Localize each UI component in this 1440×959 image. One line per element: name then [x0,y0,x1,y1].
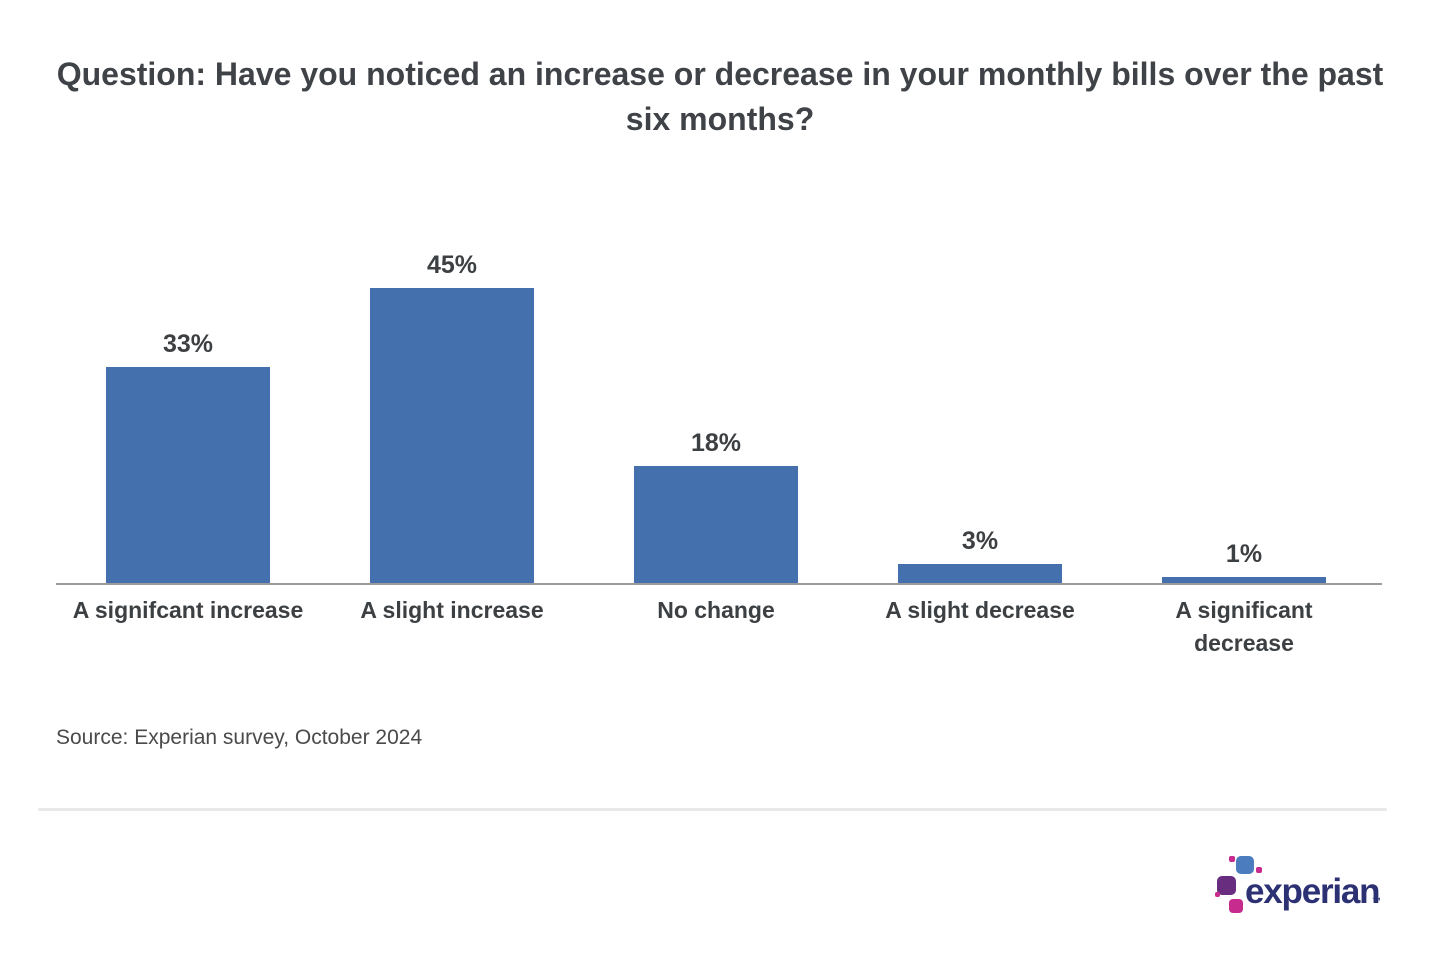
bar [370,288,534,584]
category-label-text: A significant decrease [1175,597,1313,657]
category-label: A significant decrease [1112,594,1376,661]
bar-value-label: 33% [162,330,214,359]
bar [1162,577,1326,584]
category-label: A signifcant increase [72,597,304,623]
bar [106,367,270,584]
bar-value-label: 18% [690,428,742,457]
category-label: A slight decrease [885,597,1075,623]
bar-column: 33% [56,0,320,584]
bar-chart-plot-area: 33% 45% 18% 3% 1% [56,0,1382,584]
bar [634,465,798,584]
bar-value-label: 3% [961,527,999,556]
bar-column: 1% [1112,0,1376,584]
bar [898,564,1062,584]
bar-column: 18% [584,0,848,584]
bar-value-label: 45% [426,251,478,280]
bar-value-label: 1% [1225,540,1263,569]
source-note: Source: Experian survey, October 2024 [56,726,423,749]
bar-column: 45% [320,0,584,584]
experian-logo-mark-icon [1215,856,1262,913]
bar-column: 3% [848,0,1112,584]
divider-line [38,808,1387,811]
category-label: A slight increase [360,597,544,623]
category-label: No change [657,597,775,623]
x-axis-line [56,583,1382,585]
experian-logo: experian ™ [1206,844,1386,918]
category-axis-labels: A signifcant increase A slight increase … [56,594,1382,661]
experian-wordmark: experian [1245,872,1381,911]
trademark-symbol: ™ [1372,896,1381,906]
chart-title: Question: Have you noticed an increase o… [56,56,1384,138]
